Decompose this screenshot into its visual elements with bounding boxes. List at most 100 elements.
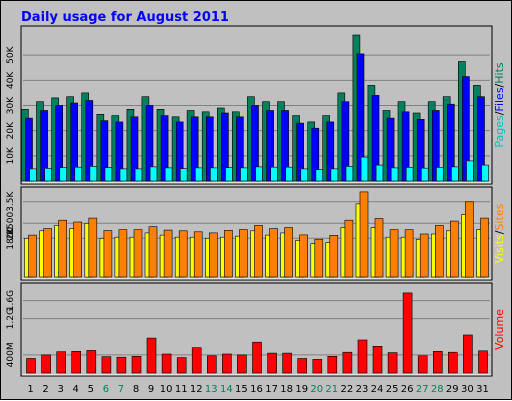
bar-volume-9 (146, 337, 157, 374)
bar-pages-21 (330, 168, 339, 182)
x-tick-label-14: 14 (220, 384, 233, 395)
x-tick-label-29: 29 (446, 384, 459, 395)
bar-files-25 (386, 117, 395, 182)
bar-volume-17 (267, 352, 277, 374)
x-tick-label-7: 7 (118, 384, 124, 395)
y-tick-label: 1800 (6, 227, 16, 250)
bar-files-9 (145, 105, 154, 182)
bar-pages-4 (74, 166, 83, 182)
bar-files-4 (70, 102, 78, 182)
x-tick-label-25: 25 (386, 384, 399, 395)
bar-visits-31 (480, 217, 489, 278)
x-tick-label-8: 8 (133, 384, 139, 395)
bar-pages-24 (375, 164, 384, 182)
bar-pages-17 (270, 166, 279, 182)
legend-entry-visits: Visits (493, 234, 506, 263)
bar-visits-6 (103, 230, 113, 278)
bar-files-23 (356, 53, 365, 182)
bar-visits-27 (419, 233, 429, 278)
bar-files-28 (431, 110, 440, 182)
x-tick-label-10: 10 (160, 384, 173, 395)
bar-visits-29 (449, 220, 459, 278)
bar-pages-11 (180, 168, 188, 182)
bar-files-21 (326, 121, 335, 182)
bar-pages-25 (390, 167, 399, 182)
legend-entry-hits: Hits (493, 62, 506, 84)
bar-volume-29 (447, 351, 458, 374)
bar-volume-12 (191, 347, 202, 374)
bar-visits-23 (359, 191, 369, 278)
bar-files-13 (206, 116, 214, 182)
y-tick-label: 1.2G (6, 308, 16, 329)
bar-volume-6 (101, 356, 112, 374)
bar-visits-18 (284, 227, 293, 278)
bar-pages-3 (59, 167, 68, 182)
y-tick-label: 3.5K (6, 191, 16, 212)
bar-visits-7 (118, 229, 128, 278)
bar-pages-12 (195, 167, 203, 182)
bar-visits-8 (133, 229, 143, 278)
bar-pages-28 (436, 167, 444, 182)
bar-volume-23 (357, 339, 368, 374)
bar-visits-12 (193, 231, 203, 278)
bar-visits-15 (239, 229, 248, 278)
bar-files-22 (341, 101, 350, 182)
bar-pages-6 (104, 167, 113, 182)
bar-pages-29 (451, 166, 459, 182)
bar-volume-25 (387, 352, 398, 374)
x-tick-label-20: 20 (310, 384, 323, 395)
bar-visits-14 (224, 230, 233, 278)
bar-volume-18 (282, 352, 292, 374)
bar-volume-24 (372, 345, 383, 374)
bar-volume-8 (131, 355, 142, 374)
bar-files-19 (296, 122, 305, 182)
bar-files-2 (40, 110, 48, 182)
y-tick-label: 10K (6, 146, 16, 164)
bar-visits-24 (374, 218, 384, 278)
bar-visits-16 (254, 225, 263, 278)
legend-separator: / (493, 230, 506, 234)
bar-visits-9 (148, 226, 158, 278)
bar-pages-9 (149, 166, 158, 182)
x-tick-label-24: 24 (371, 384, 384, 395)
bar-files-8 (130, 116, 139, 182)
y-tick-label: 2500 (6, 212, 16, 235)
x-tick-label-26: 26 (401, 384, 414, 395)
bar-pages-19 (300, 168, 309, 182)
bar-volume-27 (417, 355, 428, 374)
y-tick-label: 400M (6, 342, 16, 367)
bar-pages-26 (405, 167, 414, 182)
x-tick-label-4: 4 (73, 384, 79, 395)
bar-visits-4 (73, 221, 82, 278)
legend-entry-files: Files (493, 87, 506, 111)
bar-files-27 (416, 119, 425, 182)
bar-volume-14 (222, 353, 232, 374)
x-tick-label-13: 13 (205, 384, 218, 395)
bar-visits-19 (299, 234, 309, 278)
y-tick-label: 40K (6, 71, 16, 89)
bar-volume-28 (432, 350, 443, 374)
bar-pages-27 (420, 167, 429, 182)
bar-files-5 (85, 100, 94, 182)
bar-pages-20 (315, 169, 324, 182)
bar-volume-22 (342, 351, 353, 374)
bar-files-24 (371, 95, 380, 182)
bar-pages-1 (29, 168, 37, 182)
bar-visits-2 (43, 228, 52, 278)
bar-files-17 (266, 110, 274, 182)
bar-visits-20 (314, 238, 324, 278)
bar-volume-15 (237, 354, 247, 374)
bar-pages-5 (89, 166, 98, 182)
legend-entry-volume: Volume (493, 309, 506, 350)
legend-entry-sites: Sites (493, 203, 506, 230)
y-tick-label: 2K (6, 227, 16, 240)
bar-files-12 (190, 116, 199, 182)
bar-pages-31 (481, 164, 489, 182)
legend-visits-sites: Visits/Sites (493, 203, 506, 263)
bar-files-6 (100, 120, 109, 182)
x-tick-label-16: 16 (250, 384, 263, 395)
bar-visits-13 (209, 232, 218, 278)
